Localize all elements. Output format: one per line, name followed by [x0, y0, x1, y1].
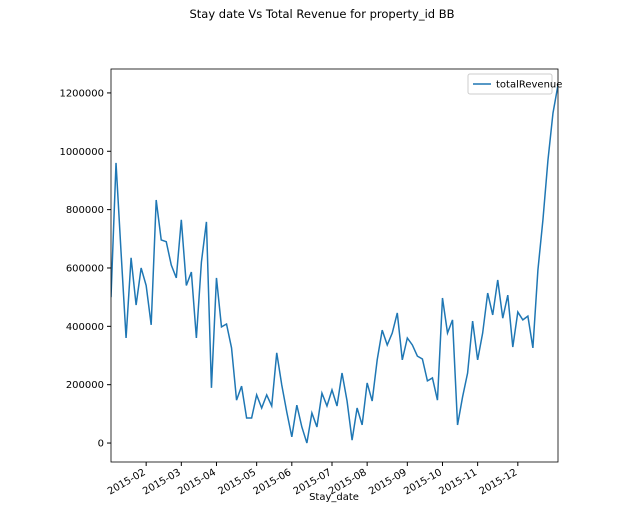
y-tick-label: 1200000: [59, 88, 104, 99]
x-tick-label: 2015-12: [478, 467, 520, 497]
x-tick-label: 2015-04: [176, 467, 218, 497]
x-axis-label: Stay_date: [309, 492, 359, 503]
legend-box: [467, 73, 553, 95]
y-tick-label: 800000: [66, 205, 104, 216]
x-tick-label: 2015-10: [402, 467, 444, 497]
legend-label: totalRevenue: [496, 80, 562, 91]
x-tick-label: 2015-09: [367, 467, 409, 497]
data-line: [111, 84, 558, 444]
plot: [111, 84, 558, 444]
x-tick-label: 2015-03: [141, 467, 183, 497]
y-tick-label: 0: [98, 439, 104, 450]
y-tick-label: 200000: [66, 380, 104, 391]
x-tick-label: 2015-11: [437, 467, 479, 497]
chart-title: Stay date Vs Total Revenue for property_…: [189, 7, 454, 21]
x-tick-label: 2015-06: [252, 467, 294, 497]
y-tick-label: 400000: [66, 322, 104, 333]
x-tick-label: 2015-05: [216, 467, 258, 497]
plot-frame: [110, 68, 559, 463]
y-tick-label: 600000: [66, 263, 104, 274]
x-tick-label: 2015-02: [106, 467, 148, 497]
y-tick-label: 1000000: [59, 147, 104, 158]
